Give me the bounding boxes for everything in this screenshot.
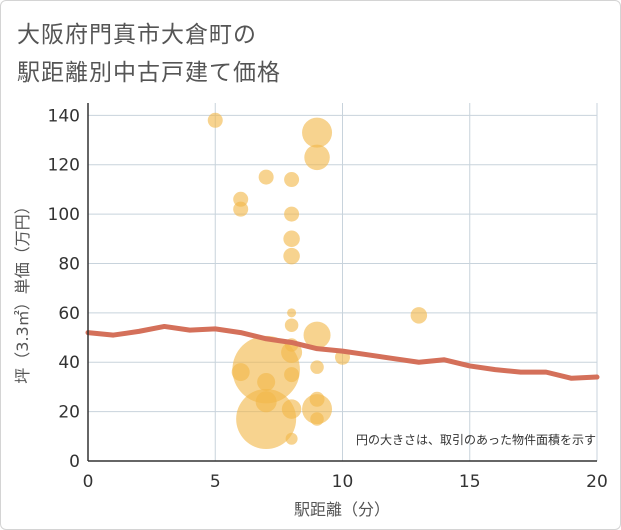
data-bubble: [236, 389, 297, 450]
chart-title-line-2: 駅距離別中古戸建て価格: [17, 60, 281, 86]
grid-lines: [87, 103, 598, 462]
data-bubble: [258, 169, 274, 185]
data-bubble: [302, 394, 333, 425]
x-tick-label: 10: [332, 472, 354, 492]
x-tick-label: 15: [459, 472, 481, 492]
chart-title-line-1: 大阪府門真市大倉町の: [17, 22, 257, 48]
x-axis-title: 駅距離（分）: [294, 500, 390, 519]
data-bubble: [284, 318, 299, 332]
y-tick-label: 80: [58, 254, 80, 274]
data-bubble: [304, 144, 330, 171]
plot-frame: [87, 103, 597, 462]
data-bubble: [283, 247, 300, 265]
data-bubble: [302, 117, 333, 148]
trend-series: [85, 323, 600, 381]
data-bubble: [233, 201, 249, 217]
y-axis-title: 坪（3.3㎡）単価（万円）: [13, 198, 32, 383]
data-bubble: [285, 432, 298, 445]
y-tick-label: 140: [48, 106, 80, 126]
data-bubble: [310, 412, 324, 426]
tick-labels: 0 5 10 15 20 0 20 40 60 80 100 120 140: [48, 106, 608, 492]
y-tick-label: 0: [69, 452, 80, 472]
data-bubble: [310, 360, 324, 374]
data-bubble: [410, 307, 428, 324]
x-tick-label: 0: [83, 472, 94, 492]
data-bubble: [284, 172, 300, 188]
x-tick-label: 5: [210, 472, 221, 492]
y-tick-label: 120: [48, 156, 80, 176]
data-bubble: [284, 206, 300, 222]
x-tick-label: 20: [586, 472, 608, 492]
y-tick-label: 40: [58, 353, 80, 373]
data-bubble: [207, 112, 223, 128]
data-bubble: [284, 367, 300, 383]
bubble-series: [207, 112, 428, 450]
data-bubble: [281, 341, 303, 363]
y-tick-label: 60: [58, 304, 80, 324]
data-bubble: [283, 230, 300, 248]
data-bubble: [287, 308, 297, 318]
data-bubble: [303, 321, 331, 349]
data-bubble: [281, 399, 302, 419]
trend-line: [85, 323, 600, 381]
y-tick-label: 100: [48, 205, 80, 225]
size-legend-note: 円の大きさは、取引のあった物件面積を示す: [356, 432, 596, 447]
data-bubble: [257, 372, 276, 391]
y-tick-label: 20: [58, 403, 80, 423]
